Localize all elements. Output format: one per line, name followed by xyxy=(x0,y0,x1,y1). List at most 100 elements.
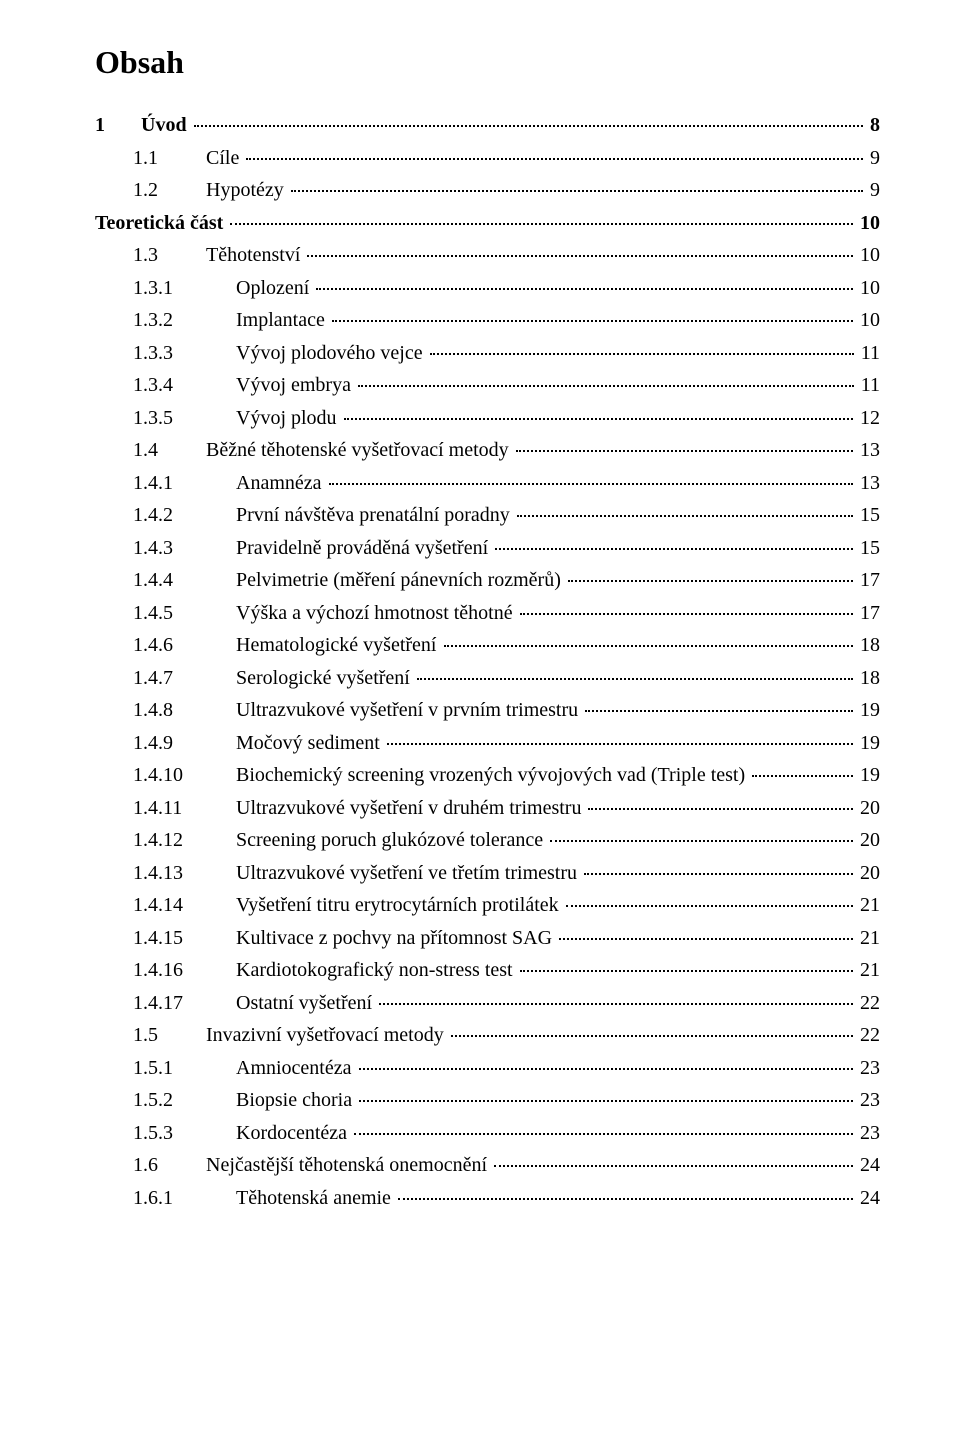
toc-entry-number: 1.6.1 xyxy=(133,1188,236,1208)
toc-entry: 1.6.1Těhotenská anemie24 xyxy=(95,1188,880,1208)
toc-entry: 1.5.1Amniocentéza23 xyxy=(95,1058,880,1078)
toc-entry-number: 1.3.5 xyxy=(133,408,236,428)
toc-entry-number: 1.3.4 xyxy=(133,375,236,395)
toc-entry-page: 13 xyxy=(856,440,880,460)
toc-entry-label: Vývoj plodu xyxy=(236,408,341,428)
toc-entry: 1.5.3Kordocentéza23 xyxy=(95,1123,880,1143)
toc-entry-label: Serologické vyšetření xyxy=(236,668,414,688)
toc-entry-label: Úvod xyxy=(141,115,191,135)
toc-entry-number: 1.4.8 xyxy=(133,700,236,720)
toc-entry-page: 21 xyxy=(856,960,880,980)
toc-entry: 1.4.13Ultrazvukové vyšetření ve třetím t… xyxy=(95,863,880,883)
toc-leader-dots xyxy=(316,288,853,290)
toc-entry: 1.1Cíle9 xyxy=(95,148,880,168)
toc-entry-page: 24 xyxy=(856,1188,880,1208)
toc-leader-dots xyxy=(517,515,853,517)
toc-entry-label: Ultrazvukové vyšetření ve třetím trimest… xyxy=(236,863,581,883)
toc-entry-number: 1.4.11 xyxy=(133,798,236,818)
toc-entry-number: 1.4.13 xyxy=(133,863,236,883)
toc-entry-page: 8 xyxy=(866,115,880,135)
toc-entry-label: Hypotézy xyxy=(206,180,288,200)
toc-leader-dots xyxy=(550,840,853,842)
toc-leader-dots xyxy=(494,1165,853,1167)
toc-entry-label: Výška a výchozí hmotnost těhotné xyxy=(236,603,517,623)
toc-entry-label: Teoretická část xyxy=(95,213,227,233)
toc-entry: 1.3.3Vývoj plodového vejce 11 xyxy=(95,343,880,363)
toc-entry-page: 19 xyxy=(856,700,880,720)
toc-entry-label: Biopsie choria xyxy=(236,1090,356,1110)
toc-entry-label: Oplození xyxy=(236,278,313,298)
toc-entry: 1.4.2První návštěva prenatální poradny15 xyxy=(95,505,880,525)
toc-leader-dots xyxy=(387,743,853,745)
toc-entry: 1.3.5Vývoj plodu12 xyxy=(95,408,880,428)
toc-entry-page: 11 xyxy=(857,375,880,395)
toc-entry: 1.3.2Implantace10 xyxy=(95,310,880,330)
toc-entry-label: Vývoj plodového vejce xyxy=(236,343,427,363)
toc-leader-dots xyxy=(344,418,853,420)
toc-leader-dots xyxy=(379,1003,853,1005)
toc-leader-dots xyxy=(417,678,853,680)
toc-entry-number: 1.4.9 xyxy=(133,733,236,753)
toc-entry: 1.4.6Hematologické vyšetření18 xyxy=(95,635,880,655)
toc-entry-label: Běžné těhotenské vyšetřovací metody xyxy=(206,440,513,460)
toc-entry-number: 1.6 xyxy=(133,1155,206,1175)
toc-leader-dots xyxy=(359,1100,853,1102)
toc-entry-number: 1.3.2 xyxy=(133,310,236,330)
toc-entry-number: 1.3.3 xyxy=(133,343,236,363)
toc-entry-number: 1.4.5 xyxy=(133,603,236,623)
toc-entry-number: 1.5.3 xyxy=(133,1123,236,1143)
toc-entry-label: Pravidelně prováděná vyšetření xyxy=(236,538,492,558)
toc-entry: 1.4.9Močový sediment 19 xyxy=(95,733,880,753)
toc-entry-page: 9 xyxy=(866,180,880,200)
toc-entry-page: 10 xyxy=(856,278,880,298)
toc-leader-dots xyxy=(495,548,853,550)
toc-entry: 1.4.5Výška a výchozí hmotnost těhotné 17 xyxy=(95,603,880,623)
toc-entry-page: 18 xyxy=(856,635,880,655)
toc-entry-page: 23 xyxy=(856,1090,880,1110)
toc-entry-page: 19 xyxy=(856,733,880,753)
toc-leader-dots xyxy=(358,385,854,387)
toc-entry-page: 9 xyxy=(866,148,880,168)
toc-entry-number: 1.1 xyxy=(133,148,206,168)
toc-entry-number: 1.4.15 xyxy=(133,928,236,948)
toc-entry: 1.3.4Vývoj embrya 11 xyxy=(95,375,880,395)
toc-entry-label: Močový sediment xyxy=(236,733,384,753)
toc-entry-label: Ultrazvukové vyšetření v druhém trimestr… xyxy=(236,798,585,818)
toc-entry-label: Invazivní vyšetřovací metody xyxy=(206,1025,448,1045)
toc-entry-label: Biochemický screening vrozených vývojový… xyxy=(236,765,749,785)
toc-entry-label: Screening poruch glukózové tolerance xyxy=(236,830,547,850)
toc-entry-page: 18 xyxy=(856,668,880,688)
toc-entry-label: Těhotenství xyxy=(206,245,304,265)
toc-entry-page: 17 xyxy=(856,603,880,623)
toc-entry: 1.4.7Serologické vyšetření18 xyxy=(95,668,880,688)
toc-leader-dots xyxy=(398,1198,853,1200)
toc-entry-page: 11 xyxy=(857,343,880,363)
toc-entry-page: 15 xyxy=(856,505,880,525)
toc-entry-label: Vyšetření titru erytrocytárních protilát… xyxy=(236,895,563,915)
toc-entry-page: 10 xyxy=(856,310,880,330)
toc-entry: 1.4.1Anamnéza13 xyxy=(95,473,880,493)
toc-entry-number: 1.4.3 xyxy=(133,538,236,558)
toc-entry-page: 21 xyxy=(856,895,880,915)
toc-leader-dots xyxy=(307,255,853,257)
toc-leader-dots xyxy=(520,970,853,972)
toc-entry-page: 10 xyxy=(856,213,880,233)
toc-entry-number: 1.5.2 xyxy=(133,1090,236,1110)
toc-entry-label: Ultrazvukové vyšetření v prvním trimestr… xyxy=(236,700,582,720)
toc-entry: 1.6Nejčastější těhotenská onemocnění24 xyxy=(95,1155,880,1175)
toc-leader-dots xyxy=(291,190,863,192)
toc-entry-page: 20 xyxy=(856,863,880,883)
toc-title: Obsah xyxy=(95,44,880,81)
toc-leader-dots xyxy=(752,775,853,777)
toc-entry-number: 1.4.10 xyxy=(133,765,236,785)
toc-entry: 1.5.2Biopsie choria 23 xyxy=(95,1090,880,1110)
toc-entry-number: 1.5 xyxy=(133,1025,206,1045)
toc-entry-page: 21 xyxy=(856,928,880,948)
toc-entry-number: 1.4.17 xyxy=(133,993,236,1013)
toc-leader-dots xyxy=(230,223,853,225)
toc-leader-dots xyxy=(354,1133,853,1135)
toc-leader-dots xyxy=(585,710,853,712)
toc-entry: 1.4.8Ultrazvukové vyšetření v prvním tri… xyxy=(95,700,880,720)
toc-entry: 1.4.4Pelvimetrie (měření pánevních rozmě… xyxy=(95,570,880,590)
toc-entry-label: Vývoj embrya xyxy=(236,375,355,395)
